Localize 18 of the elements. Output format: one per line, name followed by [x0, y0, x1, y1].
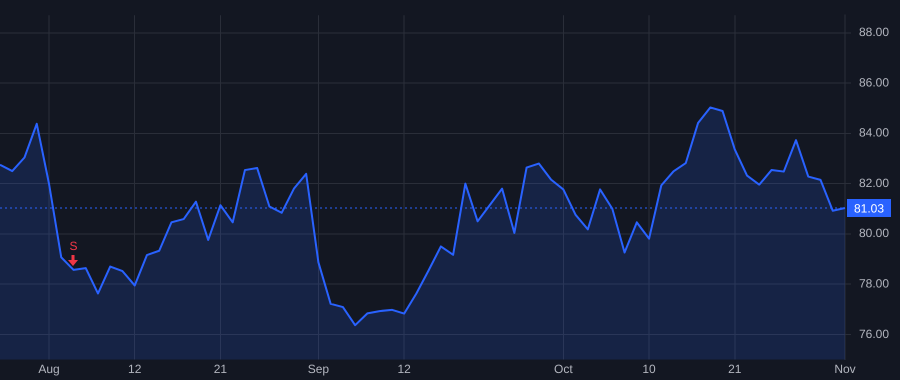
ref-line-label: 81.03 [854, 201, 884, 216]
x-tick-label: Nov [834, 362, 856, 376]
x-tick-label: 12 [397, 362, 412, 376]
x-tick-label: Aug [38, 362, 60, 376]
x-tick-label: Sep [308, 362, 330, 376]
y-tick-label: 78.00 [859, 276, 890, 290]
x-tick-label: Oct [554, 362, 574, 376]
y-tick-label: 82.00 [859, 176, 890, 190]
x-tick-label: 21 [728, 362, 742, 376]
x-tick-label: 21 [214, 362, 228, 376]
y-tick-label: 84.00 [859, 126, 890, 140]
y-tick-label: 76.00 [859, 326, 890, 341]
y-tick-label: 88.00 [859, 25, 890, 40]
x-tick-label: 12 [128, 362, 142, 376]
y-tick-label: 86.00 [859, 75, 890, 90]
y-tick-label: 80.00 [859, 226, 890, 240]
x-tick-label: 10 [642, 362, 656, 376]
annotation: S [69, 239, 78, 254]
